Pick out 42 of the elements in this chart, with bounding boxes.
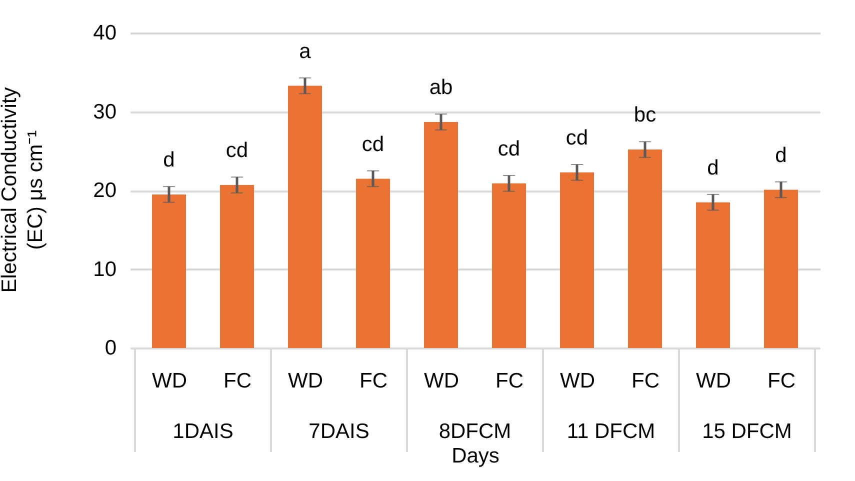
- data-label: cd: [498, 138, 520, 161]
- text: 1DAIS: [172, 420, 234, 443]
- x-tick-label: FC: [632, 370, 660, 392]
- data-label: a: [299, 40, 312, 63]
- bar: [288, 86, 322, 348]
- text: 11 DFCM: [566, 420, 656, 443]
- text: 15 DFCM: [702, 420, 792, 443]
- bar: [424, 122, 458, 348]
- x-tick-label: FC: [496, 370, 524, 392]
- data-label: bc: [634, 104, 656, 127]
- y-tick-label: 20: [93, 179, 116, 202]
- y-tick-label: 40: [93, 22, 116, 44]
- x-tick-label: FC: [224, 370, 252, 392]
- bar: [560, 172, 594, 348]
- bar: [220, 184, 254, 348]
- x-tick-label: WD: [424, 370, 459, 392]
- y-tick-label: 30: [93, 100, 116, 124]
- y-tick-label: 0: [104, 336, 116, 360]
- text: 7DAIS: [308, 420, 370, 443]
- x-tick-label: WD: [560, 370, 595, 392]
- x-tick-label: FC: [360, 370, 388, 392]
- x-tick-label: WD: [152, 370, 187, 392]
- data-label: d: [707, 156, 719, 180]
- y-tick-label: 10: [93, 258, 116, 281]
- x-tick-label: WD: [696, 370, 731, 392]
- data-label: ab: [429, 76, 453, 100]
- data-label: d: [163, 148, 175, 172]
- bar: [696, 202, 730, 348]
- data-label: cd: [362, 132, 384, 156]
- bar: [356, 178, 390, 348]
- bar: [492, 183, 526, 348]
- bar: [764, 190, 798, 348]
- text: 8DFCM: [438, 420, 512, 443]
- x-tick-label: WD: [288, 370, 323, 392]
- bar: [152, 194, 186, 348]
- data-label: cd: [226, 139, 248, 162]
- data-label: cd: [566, 126, 588, 150]
- x-tick-label: FC: [768, 370, 796, 392]
- y-axis-title: Electrical Conductivity (EC) μs cm⁻¹: [0, 86, 48, 295]
- data-label: d: [775, 144, 787, 167]
- x-axis-title: Days: [452, 444, 500, 468]
- bar: [628, 150, 662, 348]
